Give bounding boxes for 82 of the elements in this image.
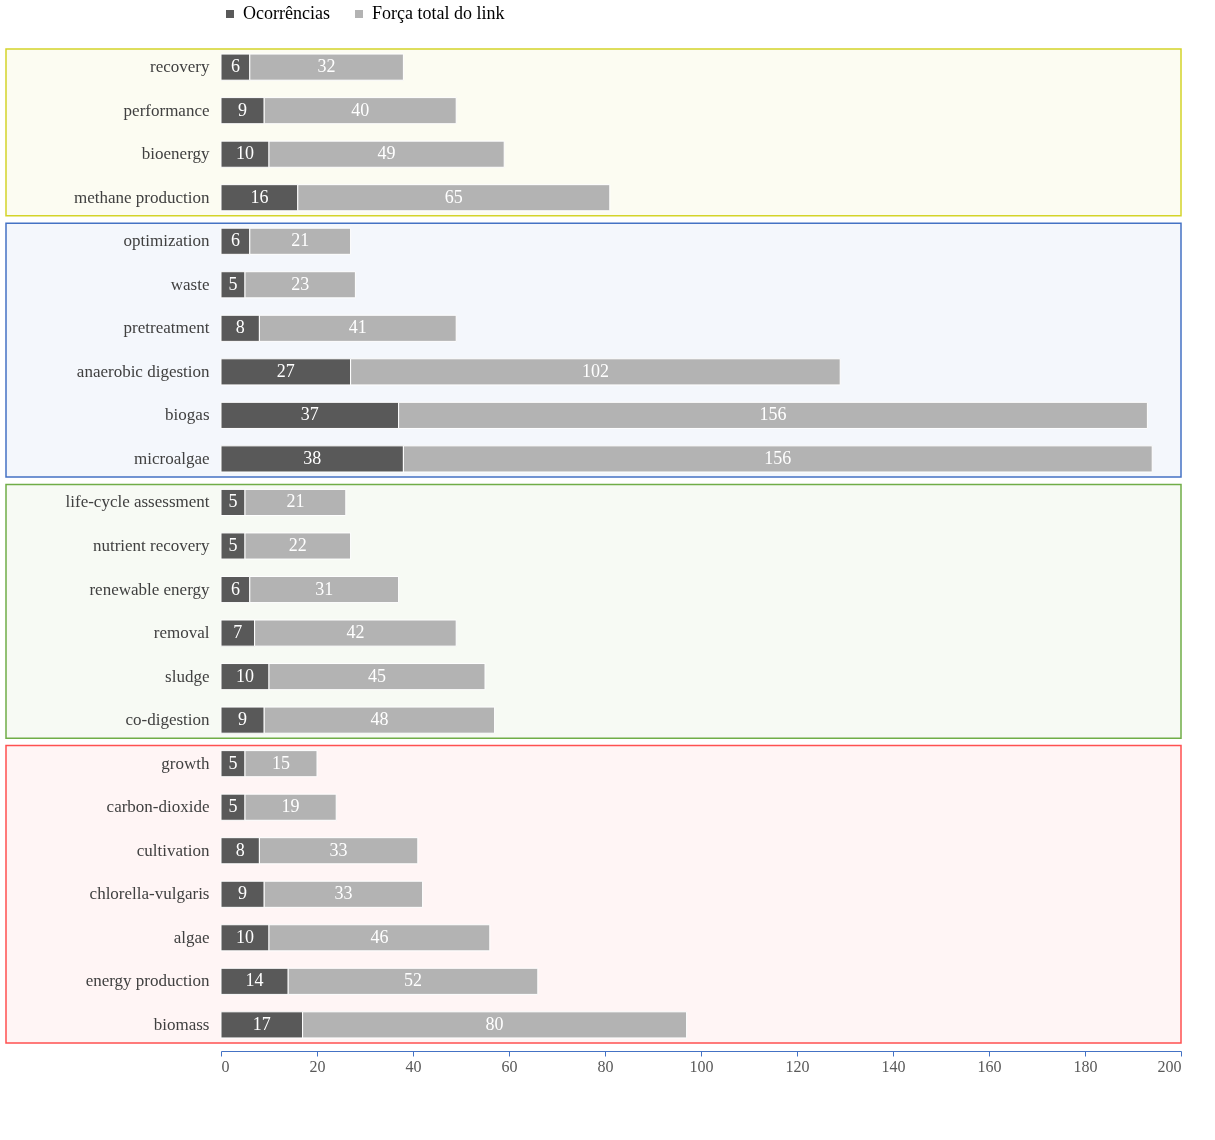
data-label: 38 — [303, 447, 322, 468]
data-label: 41 — [348, 317, 367, 338]
data-label: 5 — [228, 796, 238, 817]
legend-label: Ocorrências — [243, 3, 330, 23]
x-tick-label: 60 — [501, 1057, 518, 1075]
data-label: 6 — [230, 56, 240, 77]
data-label: 10 — [236, 665, 254, 686]
data-label: 5 — [228, 273, 238, 294]
x-tick-label: 100 — [689, 1057, 714, 1075]
data-label: 14 — [245, 970, 264, 991]
data-label: 49 — [377, 143, 396, 164]
x-tick-label: 0 — [221, 1057, 230, 1075]
data-label: 6 — [230, 578, 240, 599]
y-tick-label: chlorella-vulgaris — [89, 884, 210, 904]
y-tick-label: performance — [123, 100, 210, 120]
data-label: 16 — [250, 186, 269, 207]
y-tick-label: carbon-dioxide — [106, 797, 210, 817]
y-tick-label: biomass — [153, 1014, 210, 1034]
data-label: 42 — [346, 622, 365, 643]
data-label: 23 — [291, 273, 310, 294]
data-label: 31 — [315, 578, 334, 599]
data-label: 15 — [272, 752, 290, 773]
data-label: 17 — [252, 1013, 271, 1034]
data-label: 19 — [281, 796, 300, 817]
x-tick-label: 20 — [309, 1057, 326, 1075]
x-tick-label: 200 — [1157, 1057, 1182, 1075]
data-label: 48 — [370, 709, 389, 730]
y-tick-label: life-cycle assessment — [65, 492, 210, 512]
y-tick-label: removal — [153, 623, 210, 643]
y-tick-label: nutrient recovery — [92, 536, 210, 555]
data-label: 22 — [288, 535, 307, 555]
y-tick-label: anaerobic digestion — [76, 361, 210, 381]
y-tick-label: microalgae — [133, 448, 210, 468]
x-tick-label: 140 — [881, 1057, 906, 1075]
data-label: 102 — [581, 360, 609, 381]
data-label: 40 — [351, 99, 370, 120]
y-tick-label: methane production — [74, 187, 210, 207]
data-label: 9 — [238, 709, 248, 730]
data-label: 37 — [300, 404, 319, 425]
data-label: 65 — [444, 186, 463, 207]
data-label: 33 — [334, 883, 353, 904]
data-label: 45 — [368, 665, 386, 686]
x-tick-label: 160 — [977, 1057, 1002, 1075]
data-label: 7 — [233, 622, 243, 643]
data-label: 46 — [370, 926, 389, 947]
data-label: 32 — [317, 56, 336, 77]
data-label: 156 — [764, 447, 792, 468]
y-tick-label: algae — [173, 927, 210, 947]
data-label: 21 — [286, 491, 305, 512]
data-label: 156 — [759, 404, 787, 425]
data-label: 9 — [238, 883, 248, 904]
y-tick-label: bioenergy — [141, 144, 210, 164]
x-tick-label: 120 — [785, 1057, 810, 1075]
y-tick-label: sludge — [165, 666, 210, 686]
data-label: 10 — [236, 143, 254, 164]
y-tick-label: renewable energy — [89, 579, 210, 599]
data-label: 9 — [238, 99, 248, 120]
data-label: 8 — [235, 317, 245, 338]
y-tick-label: energy production — [85, 971, 210, 991]
y-tick-label: optimization — [123, 231, 210, 251]
x-tick-label: 40 — [405, 1057, 422, 1075]
data-label: 33 — [329, 839, 348, 860]
y-tick-label: waste — [170, 274, 210, 294]
y-tick-label: growth — [161, 753, 210, 773]
data-label: 80 — [485, 1013, 504, 1034]
data-label: 27 — [276, 360, 295, 381]
legend-label: Força total do link — [372, 3, 505, 23]
data-label: 21 — [291, 230, 310, 251]
data-label: 6 — [230, 230, 240, 251]
y-tick-label: co-digestion — [125, 710, 210, 730]
y-tick-label: cultivation — [136, 840, 210, 860]
y-tick-label: pretreatment — [123, 318, 210, 338]
data-label: 10 — [236, 926, 254, 947]
data-label: 5 — [228, 491, 238, 512]
x-tick-label: 180 — [1073, 1057, 1098, 1075]
data-label: 52 — [404, 970, 422, 991]
data-label: 5 — [228, 535, 238, 555]
y-tick-label: biogas — [165, 405, 210, 425]
data-label: 8 — [235, 839, 245, 860]
y-tick-label: recovery — [150, 57, 210, 77]
x-tick-label: 80 — [597, 1057, 614, 1075]
data-label: 5 — [228, 752, 238, 773]
